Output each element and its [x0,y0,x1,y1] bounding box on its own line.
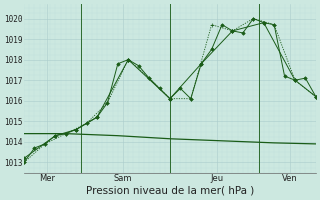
X-axis label: Pression niveau de la mer( hPa ): Pression niveau de la mer( hPa ) [86,186,254,196]
